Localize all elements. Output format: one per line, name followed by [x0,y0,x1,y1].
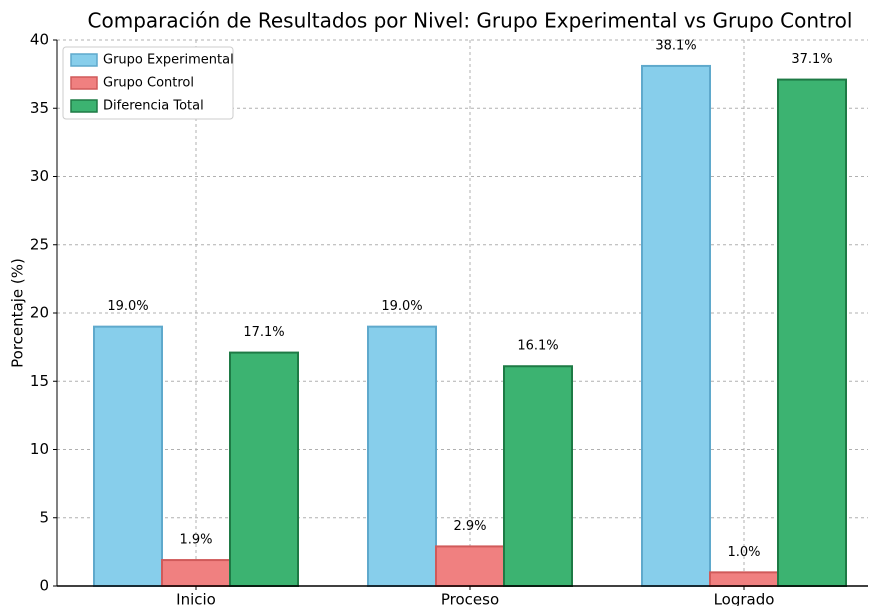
bar [641,64,711,587]
y-axis-label: Porcentaje (%) [9,258,27,368]
bar [709,571,779,587]
legend-swatch [70,76,98,90]
value-label: 1.0% [727,545,760,560]
y-tick-label: 10 [30,440,49,458]
bar [229,351,299,587]
bar [93,325,163,587]
y-tick-label: 25 [30,235,49,253]
y-tick-label: 40 [30,31,49,49]
value-label: 17.1% [243,325,284,340]
value-label: 37.1% [791,52,832,67]
y-tick-label: 5 [39,508,49,526]
x-tick-label: Inicio [176,591,216,606]
y-tick-label: 20 [30,304,49,322]
bar [367,325,437,587]
x-tick-label: Logrado [714,591,775,606]
legend-swatch [70,53,98,67]
legend-label: Diferencia Total [103,99,204,114]
legend-swatch [70,99,98,113]
value-label: 19.0% [381,299,422,314]
bar [503,365,573,587]
value-label: 19.0% [107,299,148,314]
legend-label: Grupo Control [103,76,194,91]
value-label: 38.1% [655,38,696,53]
legend-box [62,46,234,120]
bar [777,78,847,588]
bar [161,559,231,588]
value-label: 2.9% [453,519,486,534]
chart-title: Comparación de Resultados por Nivel: Gru… [88,9,853,33]
legend-label: Grupo Experimental [103,53,234,68]
y-tick-label: 35 [30,99,49,117]
value-label: 16.1% [517,339,558,354]
y-tick-label: 30 [30,167,49,185]
value-label: 1.9% [179,533,212,548]
x-tick-label: Proceso [441,591,499,606]
y-tick-label: 15 [30,372,49,390]
bar [435,545,505,587]
y-tick-label: 0 [39,577,49,595]
